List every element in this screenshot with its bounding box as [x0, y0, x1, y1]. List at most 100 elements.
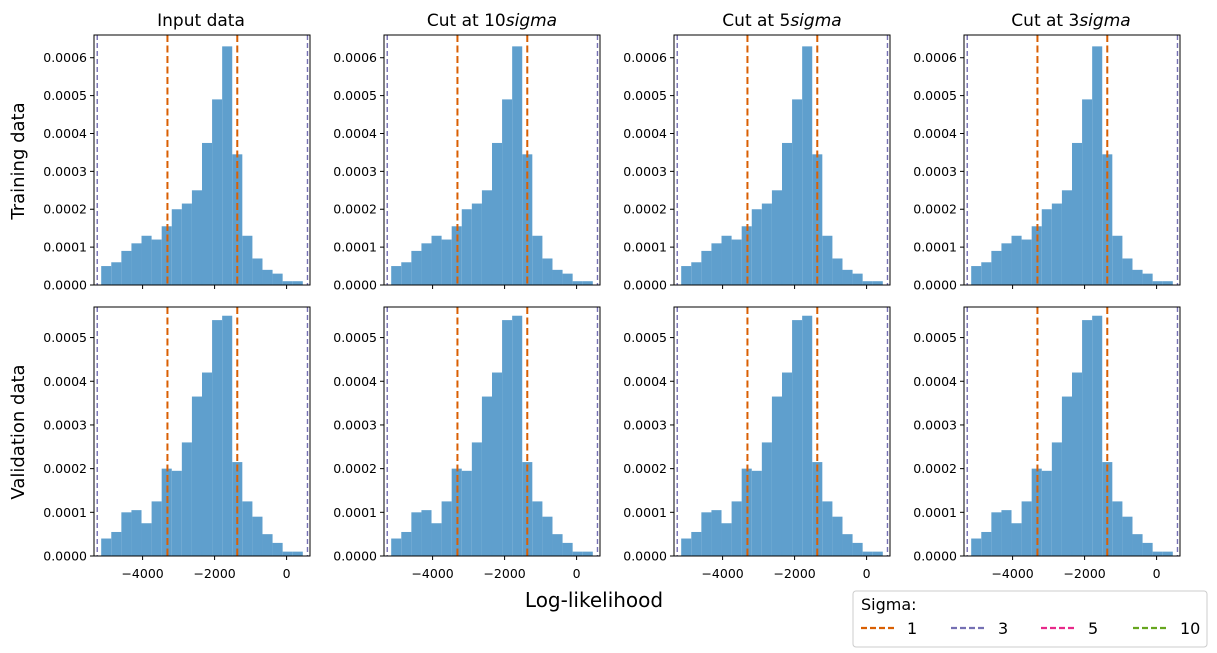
- histogram-bar: [1122, 516, 1133, 556]
- x-axis-label: Log-likelihood: [525, 588, 663, 612]
- histogram-bar: [1001, 243, 1012, 285]
- x-tick-label: −2000: [773, 566, 815, 581]
- histogram-bar: [532, 501, 543, 556]
- histogram-bar: [1011, 523, 1022, 556]
- y-tick-label: 0.0004: [623, 126, 667, 141]
- histogram-bar: [1021, 501, 1032, 556]
- histogram-bar: [852, 273, 863, 285]
- histogram-bar: [1072, 142, 1083, 285]
- histogram-bar: [872, 551, 883, 556]
- histogram-bar: [691, 262, 702, 285]
- histogram-bar: [552, 269, 563, 285]
- axes-frame: [963, 34, 1181, 286]
- y-tick-label: 0.0001: [43, 505, 87, 520]
- x-tick-label: 0: [1153, 566, 1161, 581]
- panel-validation-cut-at-3sigma: 0.0000 0.0001 0.0002 0.0003 0.0004 0.0005 −400…: [913, 306, 1181, 581]
- column-title-cut-3-sigma: Cut at 3sigma: [1011, 11, 1130, 31]
- histogram-bar: [532, 235, 543, 285]
- histogram-bar: [1082, 320, 1093, 556]
- axes-frame: [383, 306, 601, 557]
- histogram-bar: [111, 262, 122, 285]
- y-tick-label: 0.0003: [333, 417, 377, 432]
- histogram-bar: [721, 523, 732, 556]
- histogram-bar: [1051, 203, 1062, 285]
- histogram-bar: [991, 250, 1002, 285]
- histogram-bar: [981, 262, 992, 285]
- histogram-bar: [802, 315, 813, 556]
- axes-frame: [93, 306, 311, 557]
- histogram-bar: [171, 209, 182, 285]
- y-tick-label: 0.0004: [43, 126, 87, 141]
- histogram-bar: [701, 250, 712, 285]
- histogram-bar: [761, 203, 772, 285]
- histogram-bar: [1132, 269, 1143, 285]
- y-tick-label: 0.0003: [623, 164, 667, 179]
- histogram-bar: [292, 281, 303, 285]
- panel-training-cut-at-5sigma: 0.0000 0.0001 0.0002 0.0003 0.0004 0.0005 0.00…: [623, 34, 891, 293]
- histogram-bar: [222, 315, 233, 556]
- histogram-bar: [552, 534, 563, 556]
- y-tick-label: 0.0004: [333, 126, 377, 141]
- histogram-bar: [222, 46, 233, 286]
- legend-entry-10: 10: [1133, 619, 1200, 638]
- x-tick-label: −4000: [121, 566, 163, 581]
- histogram-bar: [751, 209, 762, 285]
- y-tick-label: 0.0000: [333, 549, 377, 564]
- histogram-bar: [731, 239, 742, 285]
- histogram-bar: [431, 523, 442, 556]
- histogram-bar: [842, 534, 853, 556]
- histogram-bar: [242, 501, 253, 556]
- y-tick-label: 0.0001: [43, 240, 87, 255]
- histogram-bar: [1122, 258, 1133, 285]
- histogram-bar: [1162, 551, 1173, 556]
- y-tick-label: 0.0005: [43, 88, 87, 103]
- histogram-bar: [401, 262, 412, 285]
- histogram-bar: [862, 281, 873, 285]
- y-tick-label: 0.0002: [623, 202, 667, 217]
- x-tick-label: −4000: [411, 566, 453, 581]
- histogram-bar: [711, 243, 722, 285]
- histogram-bar: [441, 239, 452, 285]
- histogram-bar: [822, 501, 833, 556]
- y-tick-label: 0.0001: [913, 505, 957, 520]
- histogram-bar: [492, 142, 503, 285]
- y-tick-label: 0.0004: [913, 374, 957, 389]
- legend-entry-3: 3: [951, 619, 1008, 638]
- histogram-bar: [1142, 542, 1153, 556]
- histogram-bar: [1072, 372, 1083, 556]
- histogram-bar: [862, 551, 873, 556]
- y-tick-label: 0.0006: [333, 50, 377, 65]
- panel-validation-input-data: 0.0000 0.0001 0.0002 0.0003 0.0004 0.0005 −400…: [43, 306, 311, 581]
- histogram-bar: [1061, 190, 1072, 285]
- histogram-bar: [971, 538, 982, 556]
- column-title-cut-5-sigma: Cut at 5sigma: [722, 11, 841, 31]
- y-tick-label: 0.0005: [333, 330, 377, 345]
- y-tick-label: 0.0006: [623, 50, 667, 65]
- histogram-bar: [1092, 315, 1103, 556]
- histogram-bar: [242, 235, 253, 285]
- legend: Sigma: 1 3 5 10: [852, 590, 1208, 648]
- y-tick-label: 0.0000: [913, 278, 957, 293]
- histogram-bar: [401, 531, 412, 556]
- histogram-bar: [481, 396, 492, 556]
- histogram-bar: [121, 512, 132, 556]
- y-tick-label: 0.0004: [913, 126, 957, 141]
- histogram-bar: [131, 510, 142, 556]
- y-tick-label: 0.0005: [43, 330, 87, 345]
- panel-training-cut-at-10sigma: 0.0000 0.0001 0.0002 0.0003 0.0004 0.0005 0.00…: [333, 34, 601, 293]
- histogram-bar: [1162, 281, 1173, 285]
- x-tick-label: 0: [573, 566, 581, 581]
- histogram-bar: [421, 510, 432, 556]
- histogram-bar: [711, 510, 722, 556]
- histogram-bar: [852, 542, 863, 556]
- panel-training-cut-at-3sigma: 0.0000 0.0001 0.0002 0.0003 0.0004 0.0005 0.00…: [913, 34, 1181, 293]
- y-tick-label: 0.0005: [913, 330, 957, 345]
- histogram-bar: [481, 190, 492, 285]
- histogram-bar: [101, 266, 112, 285]
- histogram-bar: [131, 243, 142, 285]
- histogram-bar: [391, 266, 402, 285]
- histogram-bar: [282, 281, 293, 285]
- histogram-bar: [171, 470, 182, 556]
- x-tick-label: 0: [863, 566, 871, 581]
